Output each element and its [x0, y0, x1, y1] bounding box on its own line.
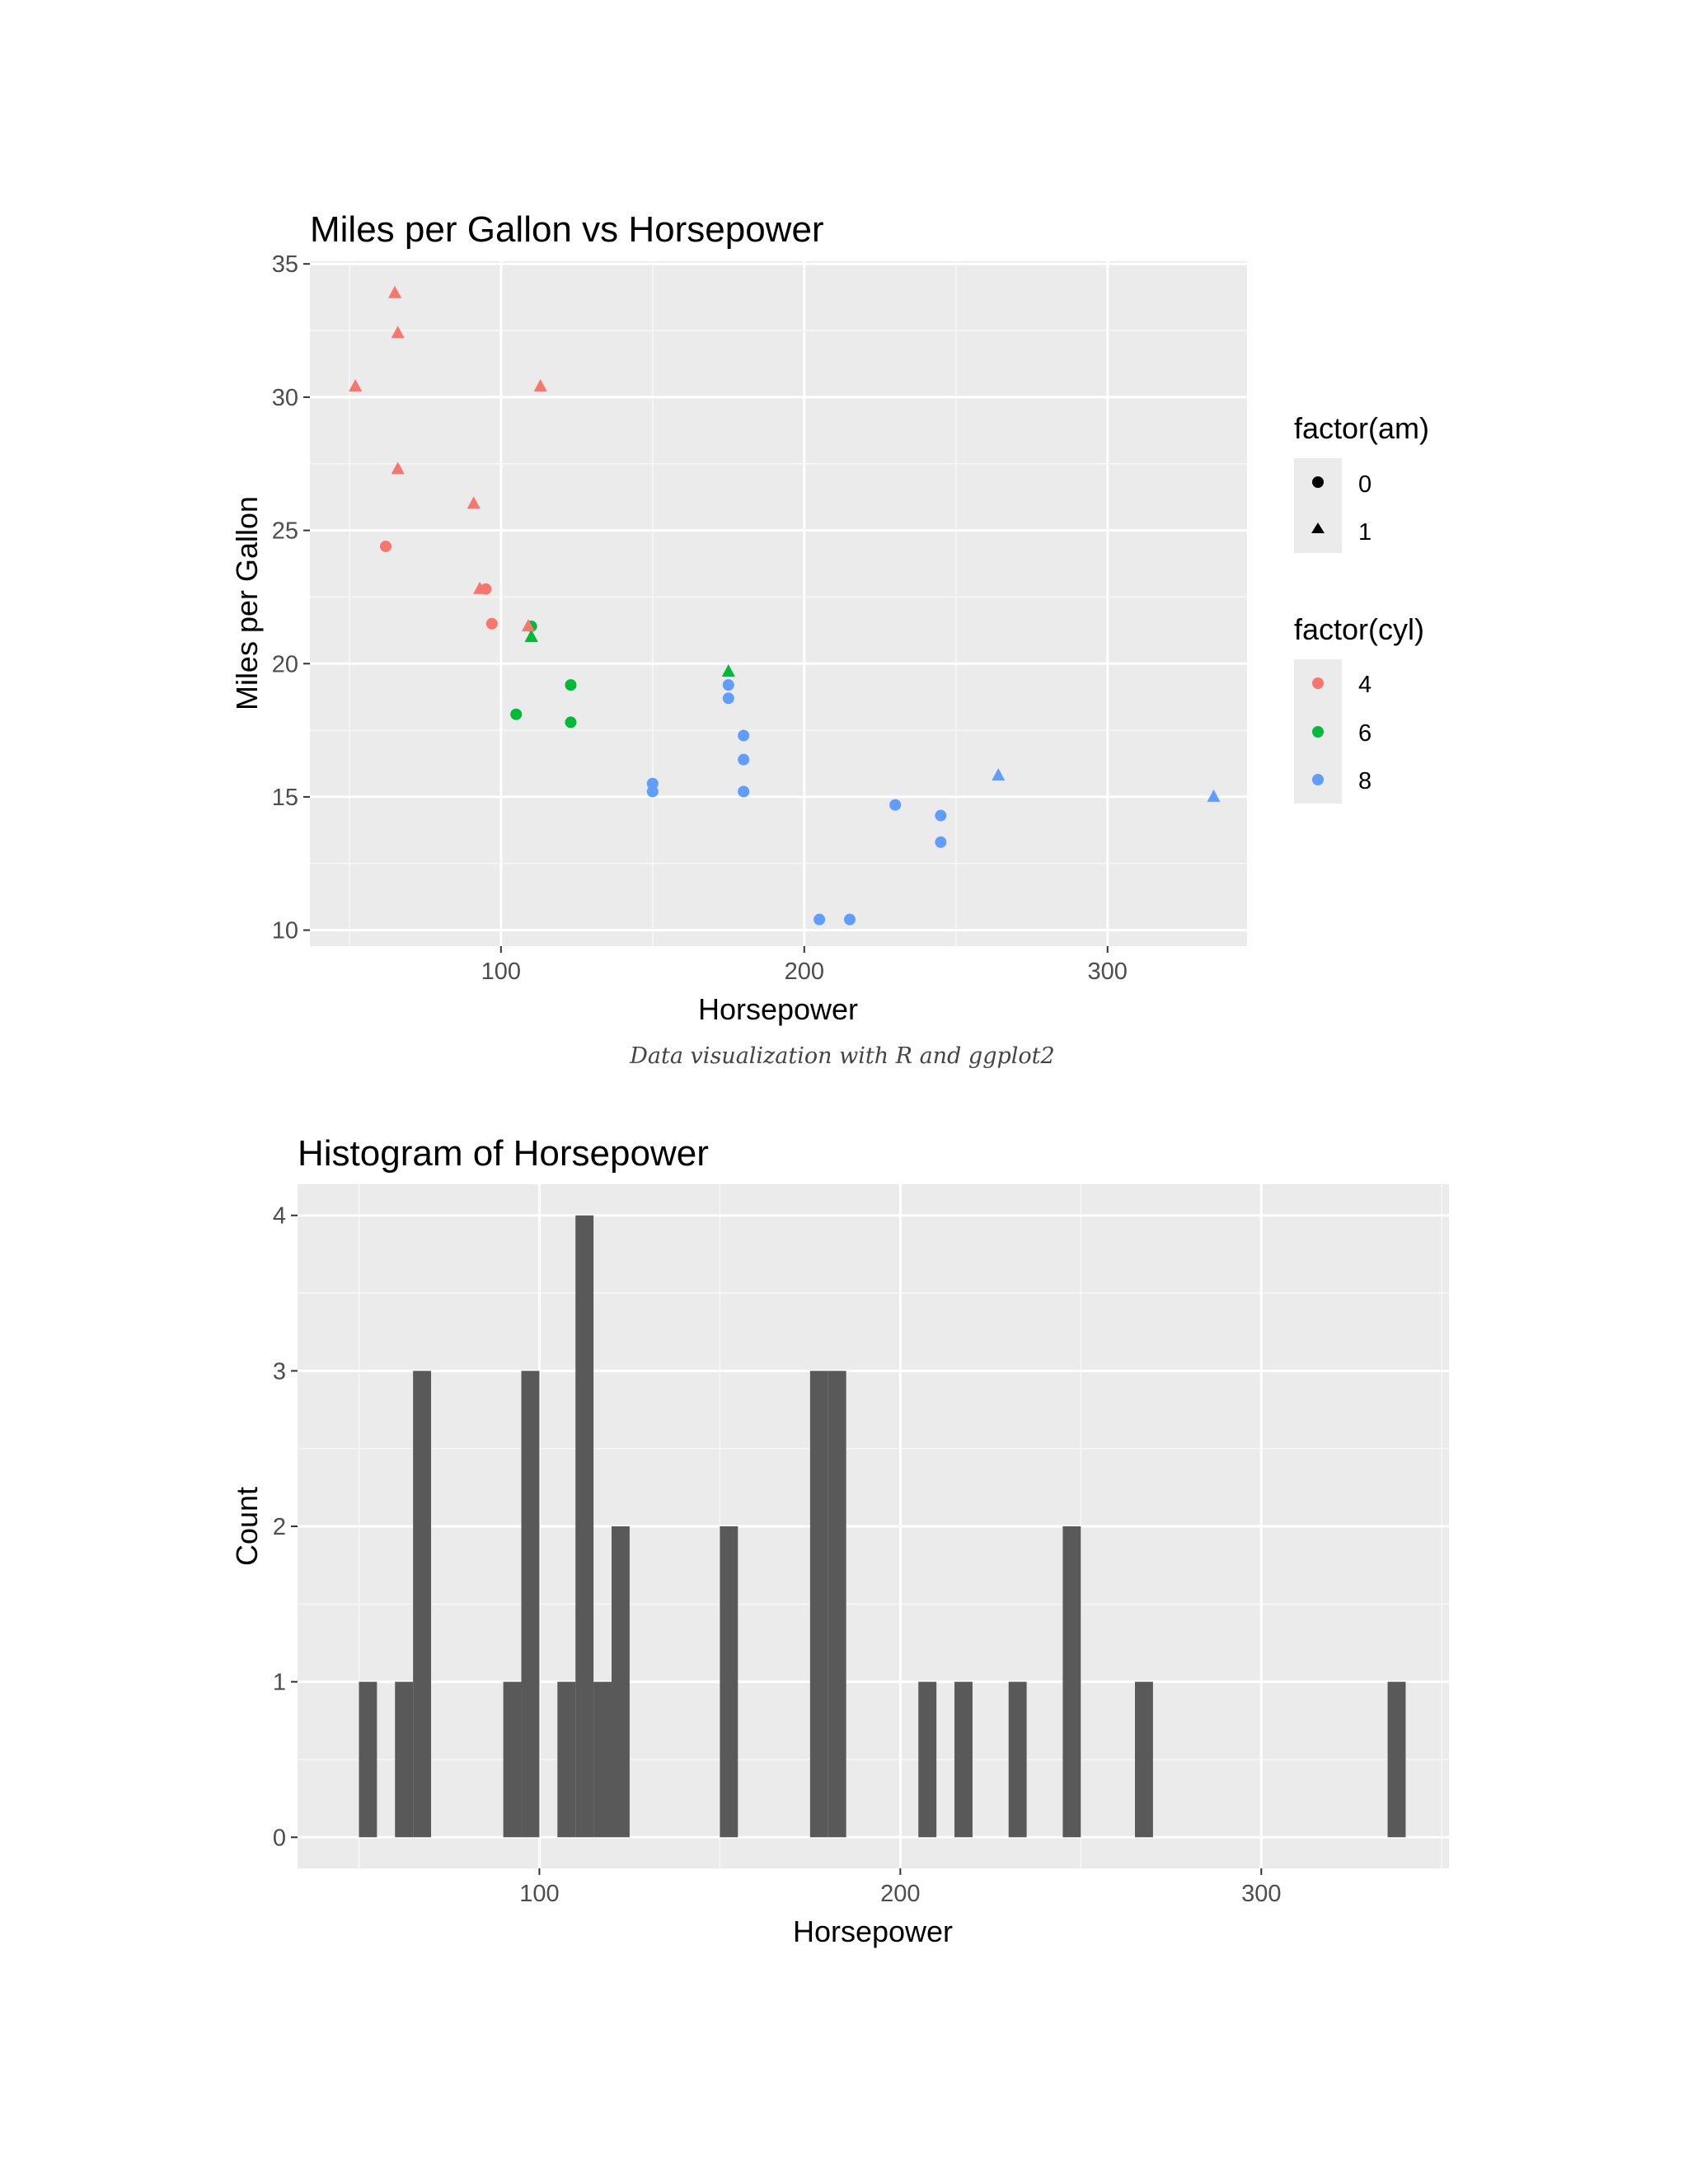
- histogram-bar: [1008, 1681, 1027, 1838]
- scatter-panel: [310, 261, 1247, 946]
- scatter-point: [992, 768, 1006, 781]
- histogram-bar: [521, 1371, 540, 1838]
- scatter-point: [379, 540, 392, 552]
- legend-am-key-triangle: [1311, 523, 1325, 533]
- histogram-x-axis-title: Horsepower: [793, 1915, 953, 1948]
- scatter-title: Miles per Gallon vs Horsepower: [310, 209, 824, 250]
- legend-cyl-label-8: 8: [1358, 768, 1372, 794]
- histogram-y-tick-label: 4: [273, 1203, 286, 1230]
- scatter-y-tick-label: 20: [272, 651, 298, 677]
- scatter-chart: Miles per Gallon vs Horsepower 101520253…: [230, 209, 1429, 1026]
- scatter-y-tick-label: 15: [272, 785, 298, 811]
- legend-am-label-1: 1: [1358, 519, 1372, 546]
- scatter-point: [467, 496, 481, 509]
- scatter-x-tick-label: 100: [481, 958, 521, 985]
- legend-cyl-label-4: 4: [1358, 672, 1372, 698]
- legend-cyl-key-4: [1312, 677, 1324, 689]
- scatter-point: [646, 777, 659, 790]
- histogram-bar: [828, 1371, 846, 1838]
- histogram-bar: [1387, 1681, 1406, 1838]
- scatter-point: [738, 753, 750, 766]
- histogram-y-axis-title: Count: [230, 1487, 264, 1566]
- histogram-bar: [395, 1681, 414, 1838]
- histogram-y-tick-label: 1: [273, 1670, 286, 1696]
- histogram-bar: [557, 1681, 576, 1838]
- legend-cyl-label-6: 6: [1358, 720, 1372, 747]
- legend-am-label-0: 0: [1358, 471, 1372, 498]
- histogram-bar: [413, 1371, 432, 1838]
- histogram-bar: [918, 1681, 937, 1838]
- histogram-bar: [575, 1215, 594, 1838]
- scatter-point: [646, 785, 659, 798]
- histogram-bar: [720, 1526, 738, 1838]
- scatter-point: [533, 378, 547, 391]
- scatter-point: [935, 836, 947, 848]
- scatter-y-axis: 10 15 20 25 30 35: [272, 251, 310, 944]
- scatter-point: [521, 618, 535, 631]
- histogram-x-tick-label: 300: [1241, 1881, 1281, 1907]
- scatter-y-tick-label: 35: [272, 251, 298, 278]
- histogram-y-tick-label: 0: [273, 1825, 286, 1851]
- scatter-x-tick-label: 300: [1088, 958, 1128, 985]
- scatter-x-axis: 100 200 300: [481, 946, 1128, 985]
- scatter-point: [391, 326, 405, 339]
- scatter-point: [889, 799, 902, 811]
- scatter-point: [485, 617, 498, 630]
- histogram-x-tick-label: 200: [880, 1881, 920, 1907]
- scatter-point: [565, 679, 577, 691]
- scatter-point: [738, 729, 750, 742]
- scatter-point: [388, 285, 402, 298]
- figure-caption: Data visualization with R and ggplot2: [629, 1043, 1054, 1069]
- scatter-x-axis-title: Horsepower: [698, 992, 858, 1026]
- legend-am: factor(am) 0 1: [1294, 411, 1429, 553]
- histogram-y-tick-label: 3: [273, 1358, 286, 1385]
- legend-cyl-key-6: [1312, 726, 1324, 738]
- scatter-point: [524, 629, 538, 642]
- histogram-bar: [593, 1681, 612, 1838]
- scatter-y-axis-title: Miles per Gallon: [230, 496, 264, 710]
- scatter-point: [565, 716, 577, 729]
- histogram-y-tick-label: 2: [273, 1514, 286, 1540]
- scatter-point: [721, 663, 735, 677]
- legend-cyl: factor(cyl) 4 6 8: [1294, 612, 1424, 804]
- scatter-points: [349, 285, 1221, 926]
- scatter-x-tick-label: 200: [785, 958, 824, 985]
- scatter-y-tick-label: 25: [272, 518, 298, 545]
- histogram-bar: [1135, 1681, 1153, 1838]
- histogram-x-tick-label: 100: [519, 1881, 559, 1907]
- scatter-point: [935, 809, 947, 822]
- scatter-point: [843, 913, 856, 926]
- histogram-bar: [359, 1681, 377, 1838]
- scatter-point: [480, 583, 492, 595]
- histogram-bar: [503, 1681, 522, 1838]
- legend-am-key-circle: [1312, 476, 1324, 488]
- scatter-point: [391, 462, 405, 475]
- scatter-point: [722, 679, 734, 691]
- legend-am-title: factor(am): [1294, 411, 1429, 445]
- histogram-bar: [954, 1681, 973, 1838]
- histogram-title: Histogram of Horsepower: [298, 1133, 709, 1174]
- scatter-point: [722, 692, 734, 705]
- legend-cyl-key-8: [1312, 774, 1324, 785]
- scatter-point: [510, 708, 523, 720]
- histogram-bar: [809, 1371, 828, 1838]
- scatter-point: [349, 378, 363, 391]
- scatter-point: [814, 913, 826, 926]
- histogram-bar: [612, 1526, 630, 1838]
- scatter-point: [738, 785, 750, 798]
- scatter-gridlines: [310, 261, 1247, 946]
- scatter-y-tick-label: 10: [272, 918, 298, 944]
- scatter-point: [1207, 789, 1221, 802]
- histogram-y-axis: 0 1 2 3 4: [273, 1203, 298, 1851]
- histogram-x-axis: 100 200 300: [519, 1868, 1281, 1907]
- legend-am-keys-bg: [1294, 458, 1342, 553]
- legend-cyl-title: factor(cyl): [1294, 612, 1424, 646]
- histogram-bar: [1062, 1526, 1081, 1838]
- histogram-bars: [359, 1215, 1406, 1838]
- scatter-y-tick-label: 30: [272, 385, 298, 411]
